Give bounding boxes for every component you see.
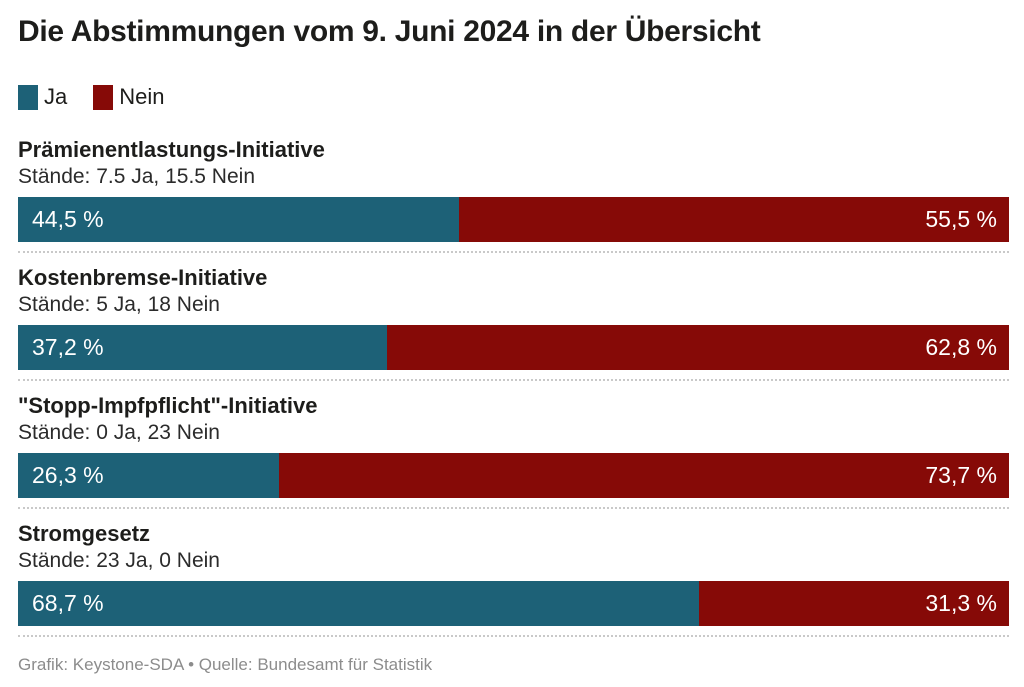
vote-title: "Stopp-Impfpflicht"-Initiative bbox=[18, 393, 318, 418]
vote-title: Kostenbremse-Initiative bbox=[18, 265, 268, 290]
staende-line: Stände: 5 Ja, 18 Nein bbox=[18, 293, 220, 316]
ja-percent-label: 44,5 % bbox=[32, 206, 104, 232]
vote-section-kostenbremse: Kostenbremse-Initiative Stände: 5 Ja, 18… bbox=[18, 264, 1009, 370]
bar-ja-segment: 44,5 % bbox=[18, 197, 459, 242]
ja-percent-label: 68,7 % bbox=[32, 590, 104, 616]
vote-section-praemienentlastung: Prämienentlastungs-Initiative Stände: 7.… bbox=[18, 136, 1009, 242]
nein-percent-label: 73,7 % bbox=[925, 462, 997, 488]
bar-ja-segment: 37,2 % bbox=[18, 325, 387, 370]
staende-line: Stände: 23 Ja, 0 Nein bbox=[18, 549, 220, 572]
legend-nein-label: Nein bbox=[119, 84, 165, 109]
bar-ja-segment: 26,3 % bbox=[18, 453, 279, 498]
legend-ja-label: Ja bbox=[44, 84, 68, 109]
vote-bar: 44,5 % 55,5 % bbox=[18, 197, 1009, 242]
legend-item-nein: Nein bbox=[93, 84, 165, 110]
nein-percent-label: 31,3 % bbox=[925, 590, 997, 616]
vote-title: Prämienentlastungs-Initiative bbox=[18, 137, 325, 162]
nein-percent-label: 55,5 % bbox=[925, 206, 997, 232]
bar-nein-segment: 31,3 % bbox=[698, 581, 1009, 626]
vote-bar: 68,7 % 31,3 % bbox=[18, 581, 1009, 626]
bar-nein-segment: 62,8 % bbox=[386, 325, 1009, 370]
vote-section-stopp-impfpflicht: "Stopp-Impfpflicht"-Initiative Stände: 0… bbox=[18, 392, 1009, 498]
nein-percent-label: 62,8 % bbox=[925, 334, 997, 360]
bar-nein-segment: 73,7 % bbox=[278, 453, 1009, 498]
vote-section-stromgesetz: Stromgesetz Stände: 23 Ja, 0 Nein 68,7 %… bbox=[18, 520, 1009, 626]
dotted-separator bbox=[18, 507, 1009, 509]
staende-line: Stände: 7.5 Ja, 15.5 Nein bbox=[18, 165, 255, 188]
dotted-separator bbox=[18, 635, 1009, 637]
legend-item-ja: Ja bbox=[18, 84, 67, 110]
nein-color-swatch-icon bbox=[93, 84, 114, 110]
vote-bar: 26,3 % 73,7 % bbox=[18, 453, 1009, 498]
page-title: Die Abstimmungen vom 9. Juni 2024 in der… bbox=[18, 15, 761, 48]
ja-percent-label: 37,2 % bbox=[32, 334, 104, 360]
source-credit: Grafik: Keystone-SDA • Quelle: Bundesamt… bbox=[18, 655, 433, 674]
staende-line: Stände: 0 Ja, 23 Nein bbox=[18, 421, 220, 444]
dotted-separator bbox=[18, 379, 1009, 381]
dotted-separator bbox=[18, 251, 1009, 253]
ja-percent-label: 26,3 % bbox=[32, 462, 104, 488]
legend: Ja Nein bbox=[18, 84, 1009, 110]
bar-nein-segment: 55,5 % bbox=[458, 197, 1009, 242]
ja-color-swatch-icon bbox=[18, 84, 38, 110]
bar-ja-segment: 68,7 % bbox=[18, 581, 699, 626]
vote-list: Prämienentlastungs-Initiative Stände: 7.… bbox=[18, 136, 1009, 637]
vote-bar: 37,2 % 62,8 % bbox=[18, 325, 1009, 370]
vote-title: Stromgesetz bbox=[18, 521, 151, 546]
